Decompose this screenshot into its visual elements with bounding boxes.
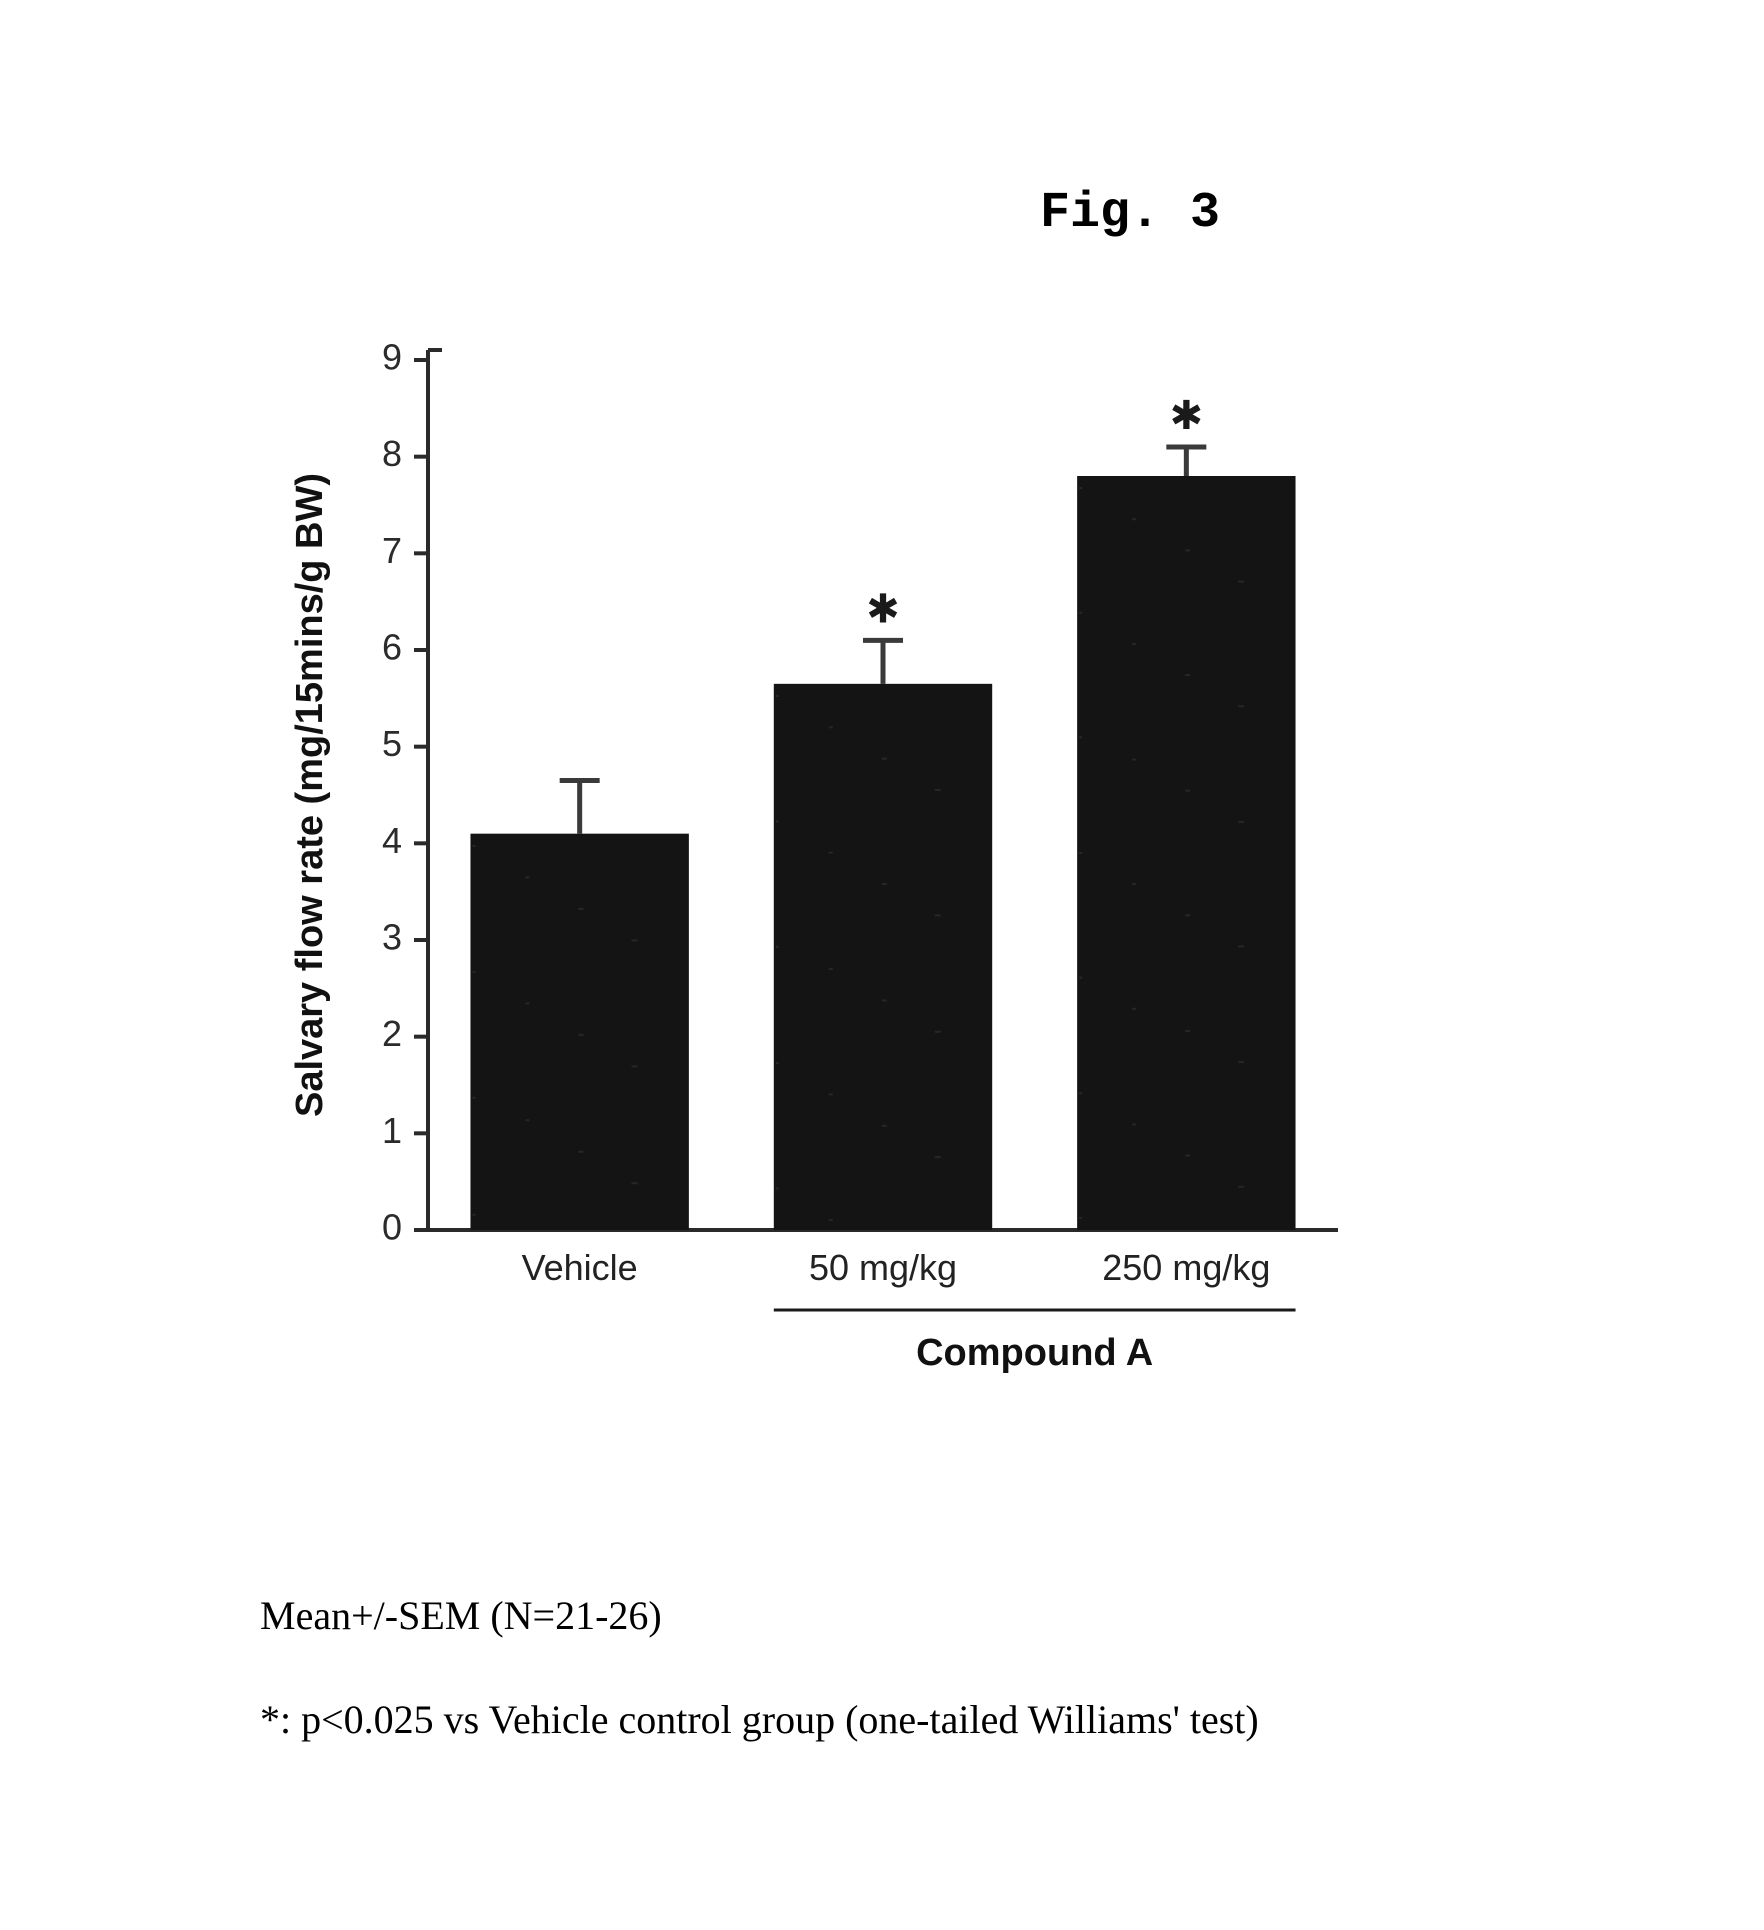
bar — [470, 781, 688, 1231]
category-label: Vehicle — [522, 1247, 638, 1288]
category-label: 250 mg/kg — [1102, 1247, 1270, 1288]
category-label: 50 mg/kg — [809, 1247, 957, 1288]
chart-container: 0 1 2 3 4 5 6 7 8 9 Salvary flow rate (mg/15mins/g… — [0, 0, 1764, 1500]
group-label: Compound A — [916, 1332, 1153, 1374]
footnote-1: Mean+/-SEM (N=21-26) — [260, 1580, 1259, 1652]
svg-text:6: 6 — [382, 627, 402, 668]
page: Fig. 3 0123456789Salvary flow rate (mg/1… — [0, 0, 1764, 1930]
svg-text:1: 1 — [382, 1110, 402, 1151]
bar: ✱ — [1077, 394, 1295, 1230]
svg-text:8: 8 — [382, 433, 402, 474]
y-axis-label: Salvary flow rate (mg/15mins/g BW) — [289, 473, 331, 1117]
significance-icon: ✱ — [866, 587, 900, 631]
svg-text:0: 0 — [382, 1207, 402, 1248]
bar: ✱ — [774, 587, 992, 1230]
footnote-2: *: p<0.025 vs Vehicle control group (one… — [260, 1684, 1259, 1756]
svg-text:5: 5 — [382, 723, 402, 764]
svg-text:2: 2 — [382, 1013, 402, 1054]
svg-text:7: 7 — [382, 530, 402, 571]
svg-text:3: 3 — [382, 917, 402, 958]
svg-text:9: 9 — [382, 337, 402, 378]
footnotes: Mean+/-SEM (N=21-26) *: p<0.025 vs Vehic… — [260, 1580, 1259, 1756]
significance-icon: ✱ — [1170, 394, 1204, 438]
svg-text:4: 4 — [382, 820, 402, 861]
bar-chart: 0 1 2 3 4 5 6 7 8 9 Salvary flow rate (mg/15mins/g… — [0, 0, 1764, 1500]
